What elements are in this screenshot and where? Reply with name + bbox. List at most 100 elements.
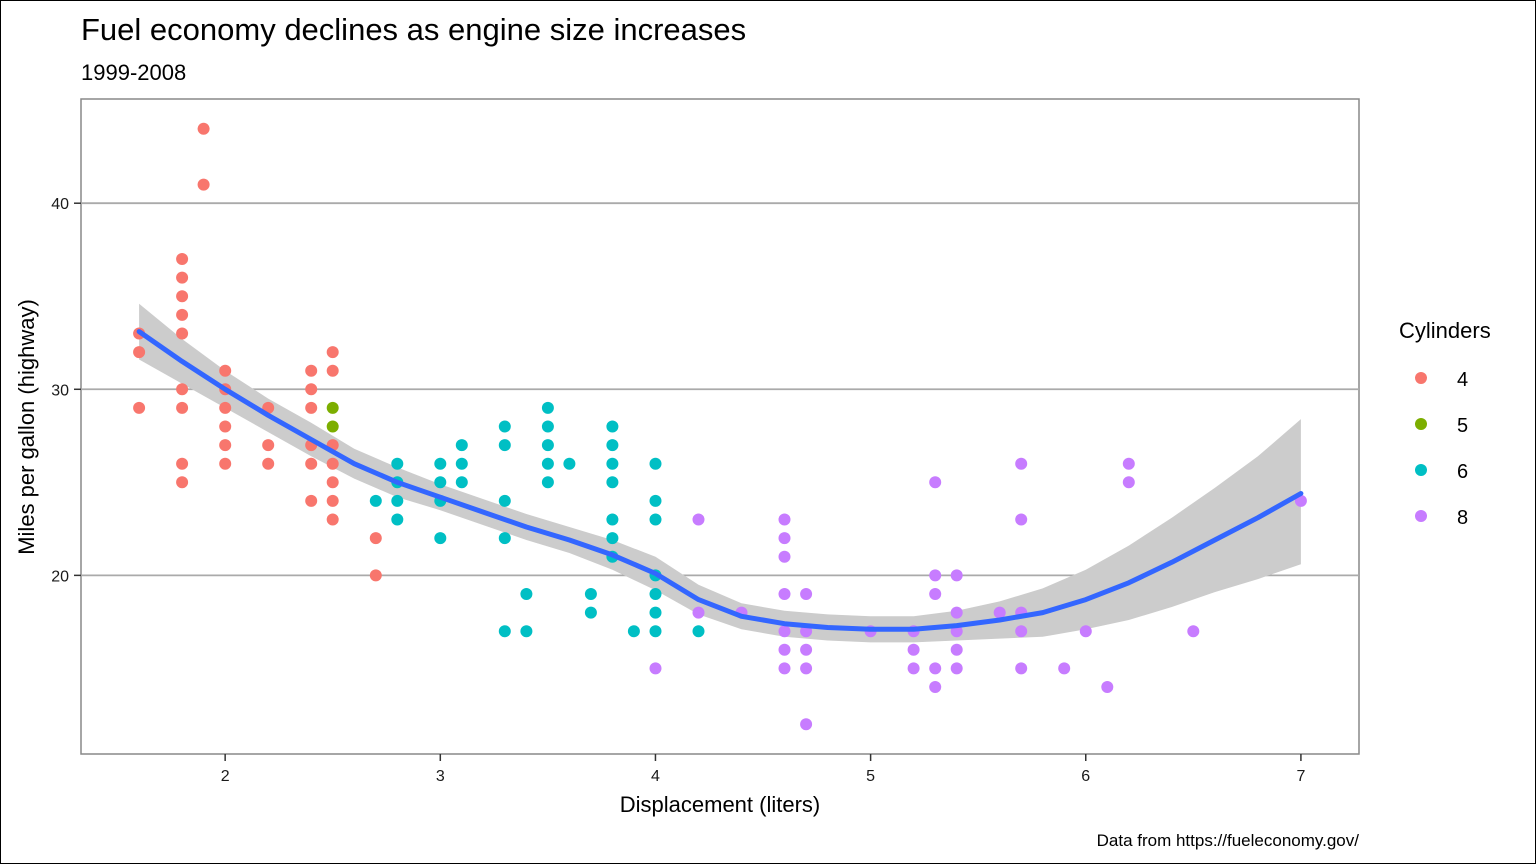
legend-label-4: 4 [1457, 369, 1468, 391]
data-point-cyl-8 [1015, 625, 1028, 638]
data-point-cyl-4 [369, 569, 382, 582]
data-point-cyl-6 [391, 457, 404, 470]
data-point-cyl-4 [219, 364, 232, 377]
data-point-cyl-6 [606, 439, 619, 452]
data-point-cyl-6 [649, 606, 662, 619]
data-point-cyl-6 [584, 588, 597, 600]
y-tick-label-30: 30 [51, 382, 69, 399]
data-point-cyl-8 [950, 569, 963, 582]
data-point-cyl-8 [649, 662, 662, 675]
data-point-cyl-4 [326, 476, 339, 489]
data-point-cyl-8 [1122, 476, 1135, 489]
data-point-cyl-4 [219, 457, 232, 470]
data-point-cyl-6 [498, 494, 511, 507]
smooth-line [136, 329, 1304, 632]
data-point-cyl-8 [800, 718, 813, 731]
legend-label-5: 5 [1457, 415, 1468, 437]
chart-caption: Data from https://fueleconomy.gov/ [1097, 831, 1360, 850]
data-point-cyl-4 [133, 346, 146, 359]
data-point-cyl-6 [434, 476, 447, 489]
legend-title: Cylinders [1399, 318, 1491, 343]
legend-key-5 [1415, 418, 1427, 430]
data-point-cyl-4 [197, 122, 210, 135]
data-point-cyl-4 [262, 439, 275, 452]
data-point-cyl-8 [778, 588, 791, 600]
data-point-cyl-6 [692, 625, 705, 638]
data-point-cyl-6 [606, 457, 619, 470]
data-point-cyl-6 [563, 457, 576, 470]
data-point-cyl-8 [800, 662, 813, 675]
data-point-cyl-5 [326, 420, 339, 433]
x-tick-label-7: 7 [1296, 768, 1305, 785]
data-point-cyl-4 [176, 308, 189, 321]
data-point-cyl-8 [778, 532, 791, 545]
data-point-cyl-6 [649, 494, 662, 507]
data-point-cyl-6 [627, 625, 640, 638]
data-point-cyl-6 [520, 588, 533, 600]
data-point-cyl-4 [326, 513, 339, 526]
data-point-cyl-6 [541, 420, 554, 433]
data-point-cyl-4 [176, 383, 189, 396]
data-point-cyl-8 [1122, 457, 1135, 470]
x-tick-label-5: 5 [866, 768, 875, 785]
data-point-cyl-8 [1058, 662, 1071, 675]
data-point-cyl-8 [929, 569, 942, 582]
data-point-cyl-6 [606, 420, 619, 433]
x-axis-title: Displacement (liters) [620, 792, 821, 817]
data-point-cyl-4 [219, 420, 232, 433]
data-point-cyl-6 [498, 420, 511, 433]
data-point-cyl-8 [1015, 457, 1028, 470]
data-point-cyl-4 [176, 401, 189, 414]
data-point-cyl-6 [606, 532, 619, 545]
data-point-cyl-6 [541, 439, 554, 452]
data-point-cyl-8 [929, 662, 942, 675]
data-point-cyl-4 [305, 364, 318, 377]
data-point-cyl-8 [929, 681, 942, 693]
data-point-cyl-8 [778, 550, 791, 563]
data-point-cyl-6 [391, 513, 404, 526]
data-point-cyl-8 [950, 643, 963, 656]
data-point-cyl-4 [176, 253, 189, 265]
data-point-cyl-8 [950, 606, 963, 619]
data-point-cyl-8 [929, 476, 942, 489]
data-point-cyl-6 [649, 625, 662, 638]
data-point-cyl-4 [176, 290, 189, 303]
data-point-cyl-4 [305, 457, 318, 470]
data-point-cyl-4 [326, 346, 339, 359]
data-point-cyl-4 [133, 401, 146, 414]
data-point-cyl-4 [305, 383, 318, 396]
data-point-cyl-6 [606, 476, 619, 489]
data-point-cyl-6 [455, 476, 468, 489]
data-point-cyl-6 [649, 513, 662, 526]
legend-label-6: 6 [1457, 461, 1468, 483]
data-point-cyl-4 [176, 271, 189, 284]
data-point-cyl-6 [541, 401, 554, 414]
data-point-cyl-6 [649, 457, 662, 470]
data-point-cyl-4 [176, 476, 189, 489]
data-point-cyl-6 [455, 439, 468, 452]
legend-key-8 [1415, 510, 1427, 522]
data-point-cyl-4 [197, 178, 210, 191]
data-point-cyl-6 [520, 625, 533, 638]
y-tick-label-40: 40 [51, 196, 69, 213]
data-point-cyl-6 [369, 494, 382, 507]
data-point-cyl-8 [778, 643, 791, 656]
data-point-cyl-8 [778, 662, 791, 675]
x-tick-label-2: 2 [221, 768, 230, 785]
axes: 2 3 4 5 6 7 20 30 40 [51, 196, 1305, 785]
data-point-cyl-4 [305, 401, 318, 414]
data-point-cyl-6 [584, 606, 597, 619]
data-point-cyl-6 [541, 476, 554, 489]
data-point-cyl-8 [1079, 625, 1092, 638]
data-point-cyl-8 [1101, 681, 1114, 693]
data-point-cyl-6 [606, 513, 619, 526]
data-point-cyl-4 [369, 532, 382, 545]
y-axis-title: Miles per gallon (highway) [14, 299, 39, 555]
chart-title: Fuel economy declines as engine size inc… [81, 12, 746, 47]
data-point-cyl-8 [692, 513, 705, 526]
data-point-cyl-4 [326, 494, 339, 507]
smooth-line-layer [136, 329, 1304, 632]
data-point-cyl-8 [950, 662, 963, 675]
